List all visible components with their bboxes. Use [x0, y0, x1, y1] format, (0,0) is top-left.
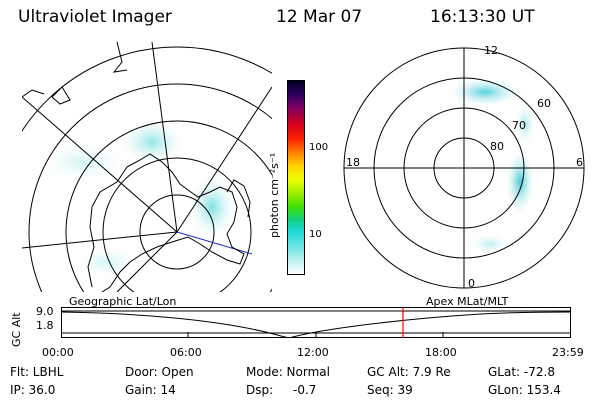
- timeline-x-tick-1: 06:00: [170, 346, 202, 359]
- geo-longitude: GLon: 153.4: [488, 383, 561, 397]
- colorbar-unit-label: photon cm⁻²s⁻¹: [268, 152, 281, 238]
- timeline-right-label: Apex MLat/MLT: [426, 295, 509, 308]
- mlt-label-12: 12: [484, 44, 498, 57]
- ip-value: IP: 36.0: [10, 383, 56, 397]
- colorbar: [287, 80, 305, 275]
- aurora-oval: [450, 78, 520, 106]
- timeline-x-tick-4: 23:59: [552, 346, 584, 359]
- timeline-x-tick-0: 00:00: [42, 346, 74, 359]
- geo-latitude: GLat: -72.8: [488, 365, 555, 379]
- gain-value: Gain: 14: [125, 383, 176, 397]
- timeline-plot: [61, 307, 571, 338]
- colorbar-tick-10: 10: [309, 229, 322, 240]
- mlt-label-18: 18: [346, 156, 360, 169]
- filter-label: Flt: LBHL: [10, 365, 64, 379]
- date-label: 12 Mar 07: [276, 7, 363, 27]
- colorbar-tick-100: 100: [309, 142, 329, 153]
- aurora-emission: [122, 120, 182, 164]
- timeline-y-tick-low: 1.8: [36, 319, 54, 332]
- app-title: Ultraviolet Imager: [18, 7, 172, 27]
- mode-status: Mode: Normal: [246, 365, 330, 379]
- door-status: Door: Open: [125, 365, 194, 379]
- geographic-map: [22, 42, 272, 292]
- timeline-left-label: Geographic Lat/Lon: [69, 295, 177, 308]
- gc-altitude: GC Alt: 7.9 Re: [367, 365, 451, 379]
- mlat-label-70: 70: [512, 119, 526, 132]
- dsp-value: -0.7: [293, 383, 317, 397]
- sequence-number: Seq: 39: [367, 383, 413, 397]
- timeline-axis-title: GC Alt: [10, 312, 23, 347]
- timeline-y-tick-high: 9.0: [36, 305, 54, 318]
- timeline-x-tick-3: 18:00: [425, 346, 457, 359]
- mlat-label-60: 60: [537, 97, 551, 110]
- timeline-x-tick-2: 12:00: [297, 346, 329, 359]
- coastline: [87, 153, 245, 292]
- time-label: 16:13:30 UT: [430, 7, 535, 27]
- mlt-label-6: 6: [576, 156, 583, 169]
- mlat-label-80: 80: [490, 140, 504, 153]
- mlt-label-0: 0: [468, 277, 475, 290]
- polar-plot: [343, 47, 585, 289]
- lat-circle: [139, 194, 215, 270]
- dsp-label: Dsp:: [246, 383, 274, 397]
- altitude-curve: [61, 311, 571, 338]
